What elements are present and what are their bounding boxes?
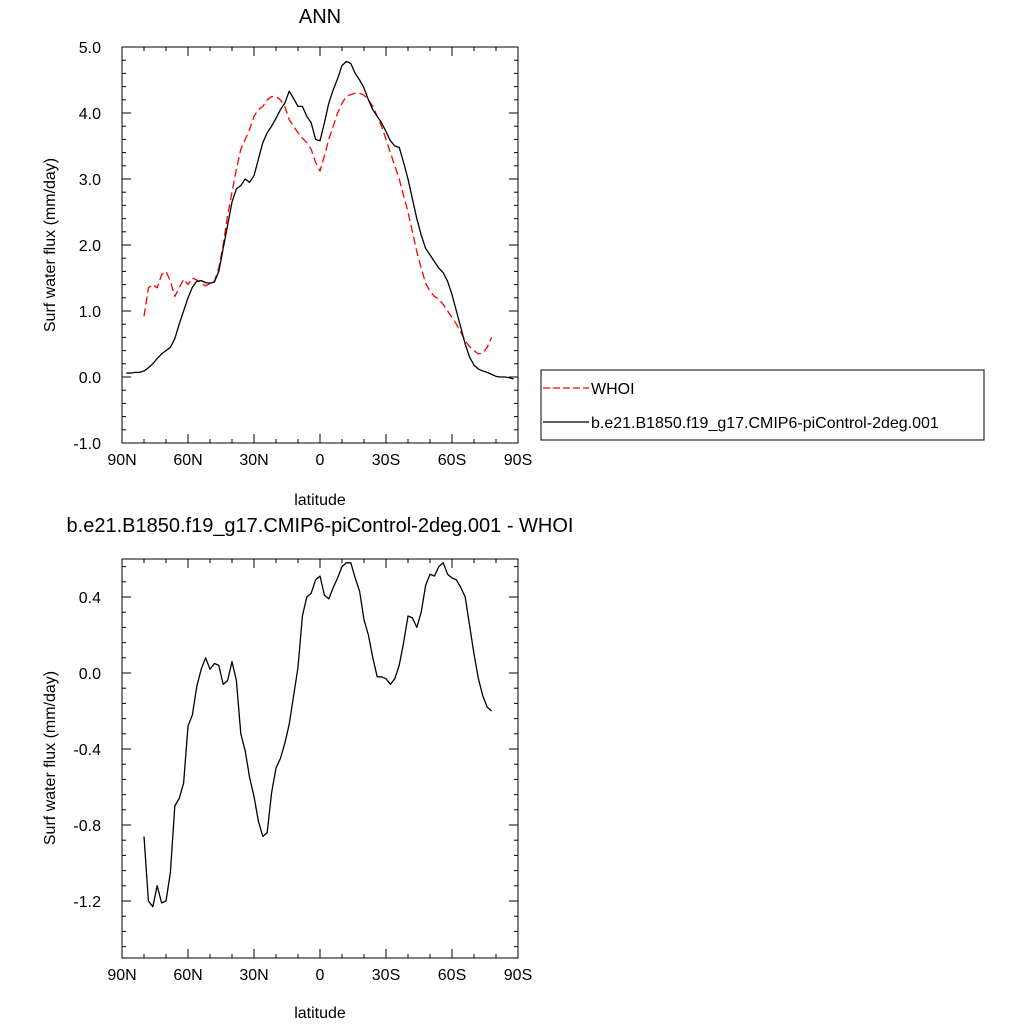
bottom-x-tick-label: 0 xyxy=(316,967,325,984)
bottom-series-line-0 xyxy=(143,562,493,908)
legend-box xyxy=(540,369,985,441)
bottom-y-tick-label: -1.2 xyxy=(73,894,101,911)
top-x-tick-label: 90S xyxy=(504,452,532,469)
top-lines xyxy=(126,60,514,380)
top-y-tick-label: 0.0 xyxy=(79,370,101,387)
bottom-y-tick-label: 0.4 xyxy=(79,590,101,607)
bottom-panel: b.e21.B1850.f19_g17.CMIP6-piControl-2deg… xyxy=(42,515,573,1022)
legend-label-whoi: WHOI xyxy=(591,381,635,398)
bottom-x-axis-label: latitude xyxy=(294,1005,346,1022)
legend: WHOI b.e21.B1850.f19_g17.CMIP6-piControl… xyxy=(540,369,985,441)
top-y-tick-label: 1.0 xyxy=(79,304,101,321)
bottom-y-axis-label: Surf water flux (mm/day) xyxy=(42,671,59,845)
bottom-y-tick-label: -0.4 xyxy=(73,742,101,759)
legend-label-model: b.e21.B1850.f19_g17.CMIP6-piControl-2deg… xyxy=(591,415,939,432)
top-x-tick-label: 60N xyxy=(173,452,202,469)
top-x-tick-label: 90N xyxy=(107,452,136,469)
top-y-tick-label: 4.0 xyxy=(79,106,101,123)
top-ticks: 90N 60N 30N 0 30S 60S 90S -1.0 0.0 1.0 2.0 3.0 4.0 5.… xyxy=(73,40,532,469)
top-y-tick-label: 3.0 xyxy=(79,172,101,189)
bottom-x-tick-label: 90S xyxy=(504,967,532,984)
top-series-line-1 xyxy=(126,60,514,380)
bottom-x-tick-label: 30N xyxy=(239,967,268,984)
top-panel: ANN 90N 60N 30N 0 30S 60S 90S -1.0 0.0 1.0 2.0 3.0 4… xyxy=(42,6,532,509)
top-x-tick-label: 30N xyxy=(239,452,268,469)
bottom-plot-frame xyxy=(121,558,519,959)
bottom-x-tick-label: 60N xyxy=(173,967,202,984)
top-y-tick-label: 2.0 xyxy=(79,238,101,255)
bottom-x-tick-label: 60S xyxy=(438,967,466,984)
bottom-y-tick-label: 0.0 xyxy=(79,666,101,683)
top-x-tick-label: 60S xyxy=(438,452,466,469)
top-y-tick-label: -1.0 xyxy=(73,436,101,453)
top-y-tick-label: 5.0 xyxy=(79,40,101,57)
top-x-tick-label: 0 xyxy=(316,452,325,469)
top-chart-title: ANN xyxy=(299,6,341,28)
top-y-axis-label: Surf water flux (mm/day) xyxy=(42,158,59,332)
top-x-axis-label: latitude xyxy=(294,492,346,509)
bottom-x-tick-label: 90N xyxy=(107,967,136,984)
bottom-chart-title: b.e21.B1850.f19_g17.CMIP6-piControl-2deg… xyxy=(67,515,574,537)
top-x-tick-label: 30S xyxy=(372,452,400,469)
top-plot-frame xyxy=(121,46,519,444)
bottom-x-tick-label: 30S xyxy=(372,967,400,984)
top-series-line-0 xyxy=(143,92,493,355)
bottom-y-tick-label: -0.8 xyxy=(73,818,101,835)
bottom-lines xyxy=(143,562,493,908)
bottom-ticks: 90N 60N 30N 0 30S 60S 90S -1.2 -0.8 -0.4 0.0 0.4 xyxy=(73,559,532,984)
